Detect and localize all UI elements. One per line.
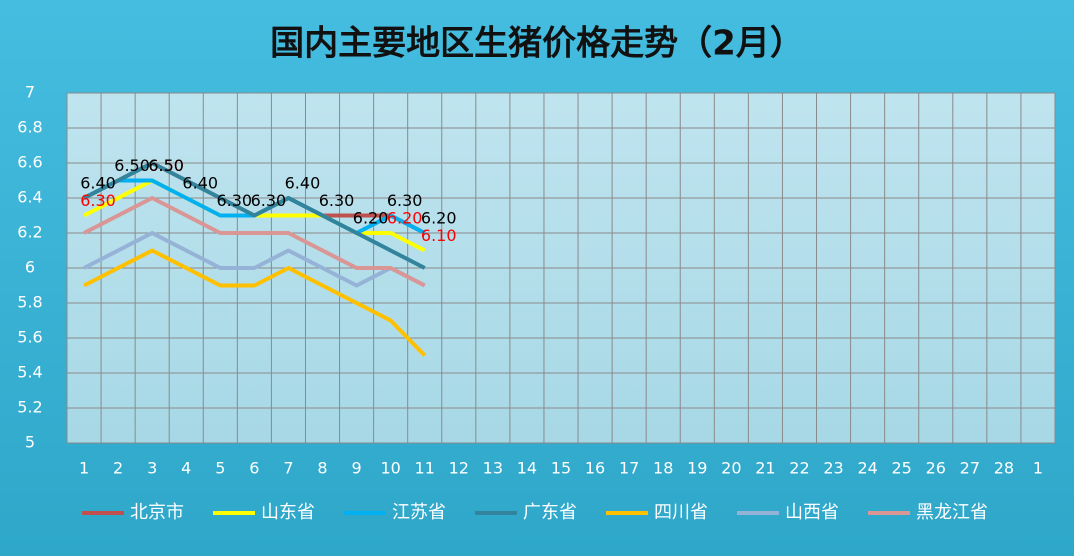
y-tick-label: 5.8 — [17, 293, 42, 312]
legend-label: 黑龙江省 — [916, 502, 988, 523]
data-label: 6.20 — [421, 209, 457, 228]
legend-label: 四川省 — [654, 502, 708, 523]
x-tick-label: 1 — [1033, 459, 1043, 478]
legend-label: 山东省 — [261, 502, 315, 523]
x-tick-label: 25 — [892, 459, 912, 478]
y-tick-label: 5.4 — [17, 363, 42, 382]
legend-label: 北京市 — [130, 502, 184, 523]
x-tick-label: 24 — [857, 459, 877, 478]
x-tick-label: 12 — [449, 459, 469, 478]
data-label: 6.30 — [319, 191, 355, 210]
data-label: 6.40 — [80, 174, 116, 193]
legend-label: 广东省 — [523, 502, 577, 523]
x-tick-label: 22 — [789, 459, 809, 478]
y-tick-label: 6 — [25, 258, 35, 277]
x-tick-label: 4 — [181, 459, 191, 478]
x-tick-label: 9 — [351, 459, 361, 478]
y-tick-label: 6.6 — [17, 153, 42, 172]
x-tick-label: 18 — [653, 459, 673, 478]
x-tick-label: 21 — [755, 459, 775, 478]
y-tick-label: 6.4 — [17, 188, 42, 207]
x-tick-label: 28 — [994, 459, 1014, 478]
series-line — [83, 196, 426, 288]
x-tick-label: 2 — [113, 459, 123, 478]
y-tick-label: 6.2 — [17, 223, 42, 242]
x-tick-label: 3 — [147, 459, 157, 478]
data-label: 6.30 — [387, 191, 423, 210]
x-tick-label: 14 — [517, 459, 537, 478]
y-tick-label: 6.8 — [17, 118, 42, 137]
data-label: 6.40 — [285, 174, 321, 193]
chart-title: 国内主要地区生猪价格走势（2月） — [270, 24, 804, 64]
series-line — [83, 248, 427, 357]
y-tick-label: 5 — [25, 433, 35, 452]
y-tick-label: 7 — [25, 83, 35, 102]
x-tick-label: 1 — [79, 459, 89, 478]
x-tick-label: 19 — [687, 459, 707, 478]
data-label: 6.20 — [387, 209, 423, 228]
x-tick-label: 13 — [483, 459, 503, 478]
legend-label: 江苏省 — [392, 502, 446, 523]
x-tick-label: 17 — [619, 459, 639, 478]
x-tick-label: 15 — [551, 459, 571, 478]
data-label: 6.50 — [114, 156, 150, 175]
data-label: 6.30 — [251, 191, 287, 210]
series-line — [83, 161, 426, 270]
data-label: 6.30 — [80, 191, 116, 210]
x-tick-label: 23 — [823, 459, 843, 478]
x-tick-label: 16 — [585, 459, 605, 478]
x-tick-label: 6 — [249, 459, 259, 478]
x-tick-label: 20 — [721, 459, 741, 478]
y-tick-label: 5.6 — [17, 328, 42, 347]
x-tick-label: 11 — [415, 459, 435, 478]
legend-label: 山西省 — [785, 502, 839, 523]
series-line — [83, 231, 426, 288]
x-tick-label: 5 — [215, 459, 225, 478]
data-label: 6.50 — [148, 156, 184, 175]
x-tick-label: 27 — [960, 459, 980, 478]
y-tick-label: 5.2 — [17, 398, 42, 417]
data-label: 6.10 — [421, 226, 457, 245]
data-label: 6.40 — [182, 174, 218, 193]
data-label: 6.30 — [216, 191, 252, 210]
data-label: 6.50 — [148, 156, 184, 175]
data-label: 6.20 — [353, 209, 389, 228]
x-tick-label: 10 — [380, 459, 400, 478]
x-tick-label: 8 — [317, 459, 327, 478]
x-tick-label: 7 — [283, 459, 293, 478]
x-tick-label: 26 — [926, 459, 946, 478]
